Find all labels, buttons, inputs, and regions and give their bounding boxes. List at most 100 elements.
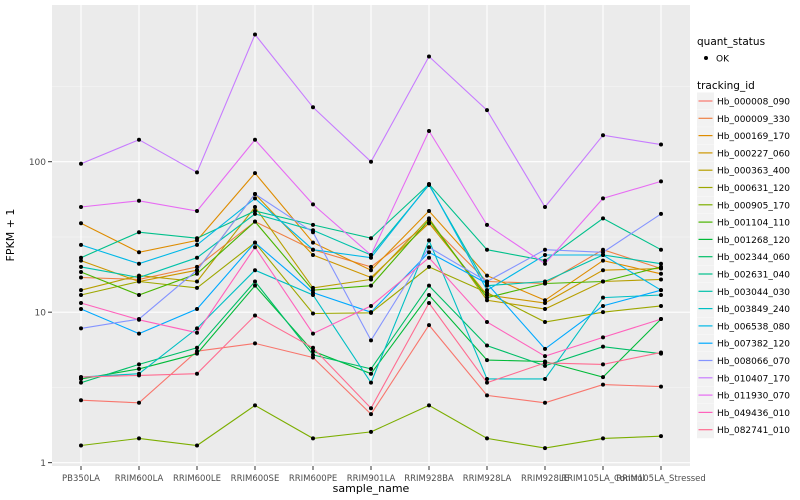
data-point bbox=[543, 306, 547, 311]
data-point bbox=[79, 221, 83, 226]
color-legend-label: Hb_082741_010 bbox=[717, 426, 790, 436]
data-point bbox=[659, 277, 663, 282]
color-legend: Hb_000008_090 Hb_000009_330 Hb_000169_170 H… bbox=[697, 92, 790, 439]
data-point bbox=[369, 268, 373, 273]
data-point bbox=[253, 268, 257, 273]
data-point bbox=[195, 306, 199, 311]
data-point bbox=[601, 382, 605, 387]
data-point bbox=[311, 436, 315, 441]
data-point bbox=[485, 380, 489, 385]
color-legend-label: Hb_006538_080 bbox=[717, 322, 790, 332]
data-point bbox=[195, 285, 199, 290]
x-axis-title: sample_name bbox=[333, 482, 410, 495]
data-point bbox=[195, 279, 199, 284]
data-point bbox=[369, 406, 373, 411]
x-tick-label: RRIM928LE bbox=[521, 474, 569, 484]
data-point bbox=[369, 429, 373, 434]
data-point bbox=[485, 273, 489, 278]
data-point bbox=[195, 170, 199, 175]
x-axis: PB350LA RRIM600LA RRIM600LE RRIM600SE RRIM60… bbox=[62, 466, 706, 484]
data-point bbox=[369, 338, 373, 343]
data-point bbox=[195, 255, 199, 260]
data-point bbox=[79, 301, 83, 306]
data-point bbox=[137, 230, 141, 235]
data-point bbox=[311, 349, 315, 354]
data-point bbox=[253, 341, 257, 346]
data-point bbox=[195, 371, 199, 376]
y-tick-label: 1 bbox=[40, 459, 46, 469]
data-point bbox=[659, 211, 663, 216]
data-point bbox=[253, 283, 257, 288]
data-point bbox=[137, 317, 141, 322]
data-point bbox=[659, 264, 663, 269]
data-point bbox=[427, 54, 431, 59]
data-point bbox=[79, 288, 83, 293]
x-tick-label: RRIM928BA bbox=[404, 474, 454, 484]
data-point bbox=[137, 261, 141, 266]
data-point bbox=[427, 217, 431, 222]
data-point bbox=[659, 288, 663, 293]
color-legend-label: Hb_007382_120 bbox=[717, 340, 790, 350]
data-point bbox=[311, 247, 315, 252]
color-legend-label: Hb_049436_010 bbox=[717, 409, 790, 419]
data-point bbox=[601, 268, 605, 273]
data-point bbox=[369, 371, 373, 376]
data-point bbox=[195, 264, 199, 269]
data-point bbox=[253, 32, 257, 37]
color-legend-label: Hb_010407_170 bbox=[717, 374, 790, 384]
data-point bbox=[311, 230, 315, 235]
data-point bbox=[137, 250, 141, 255]
data-point bbox=[253, 245, 257, 250]
data-point bbox=[79, 293, 83, 298]
x-tick-label: RRIM105LA_Stressed bbox=[616, 474, 706, 484]
color-legend-label: Hb_003044_030 bbox=[717, 288, 790, 298]
data-point bbox=[137, 137, 141, 142]
data-point bbox=[601, 258, 605, 263]
data-point bbox=[137, 198, 141, 203]
color-legend-label: Hb_000008_090 bbox=[717, 98, 790, 108]
data-point bbox=[79, 306, 83, 311]
data-point bbox=[195, 351, 199, 356]
data-point bbox=[601, 303, 605, 308]
data-point bbox=[485, 295, 489, 300]
data-point bbox=[311, 105, 315, 110]
series-points bbox=[79, 32, 663, 451]
x-tick-label: RRIM600LE bbox=[173, 474, 221, 484]
data-point bbox=[427, 238, 431, 243]
color-legend-label: Hb_000905_170 bbox=[717, 201, 790, 211]
shape-legend-key bbox=[704, 56, 708, 60]
data-point bbox=[195, 326, 199, 331]
data-point bbox=[427, 128, 431, 133]
data-point bbox=[369, 159, 373, 164]
data-point bbox=[427, 403, 431, 408]
data-point bbox=[427, 264, 431, 269]
color-legend-label: Hb_000363_400 bbox=[717, 167, 790, 177]
data-point bbox=[369, 412, 373, 417]
data-point bbox=[253, 240, 257, 245]
data-point bbox=[485, 222, 489, 227]
data-point bbox=[369, 252, 373, 257]
data-point bbox=[427, 301, 431, 306]
color-legend-label: Hb_008066_070 bbox=[717, 357, 790, 367]
color-legend-label: Hb_000169_170 bbox=[717, 132, 790, 142]
data-point bbox=[195, 209, 199, 214]
data-point bbox=[543, 363, 547, 368]
data-point bbox=[485, 436, 489, 441]
data-point bbox=[195, 242, 199, 247]
data-point bbox=[659, 247, 663, 252]
data-point bbox=[79, 326, 83, 331]
data-point bbox=[311, 352, 315, 357]
data-point bbox=[427, 209, 431, 214]
data-point bbox=[253, 196, 257, 201]
data-point bbox=[485, 343, 489, 348]
data-point bbox=[253, 279, 257, 284]
data-point bbox=[543, 446, 547, 451]
data-point bbox=[311, 345, 315, 350]
x-tick-label: PB350LA bbox=[62, 474, 100, 484]
data-point bbox=[659, 350, 663, 355]
data-point bbox=[195, 236, 199, 241]
data-point bbox=[427, 221, 431, 226]
data-point bbox=[427, 245, 431, 250]
data-point bbox=[79, 264, 83, 269]
data-point bbox=[485, 358, 489, 363]
